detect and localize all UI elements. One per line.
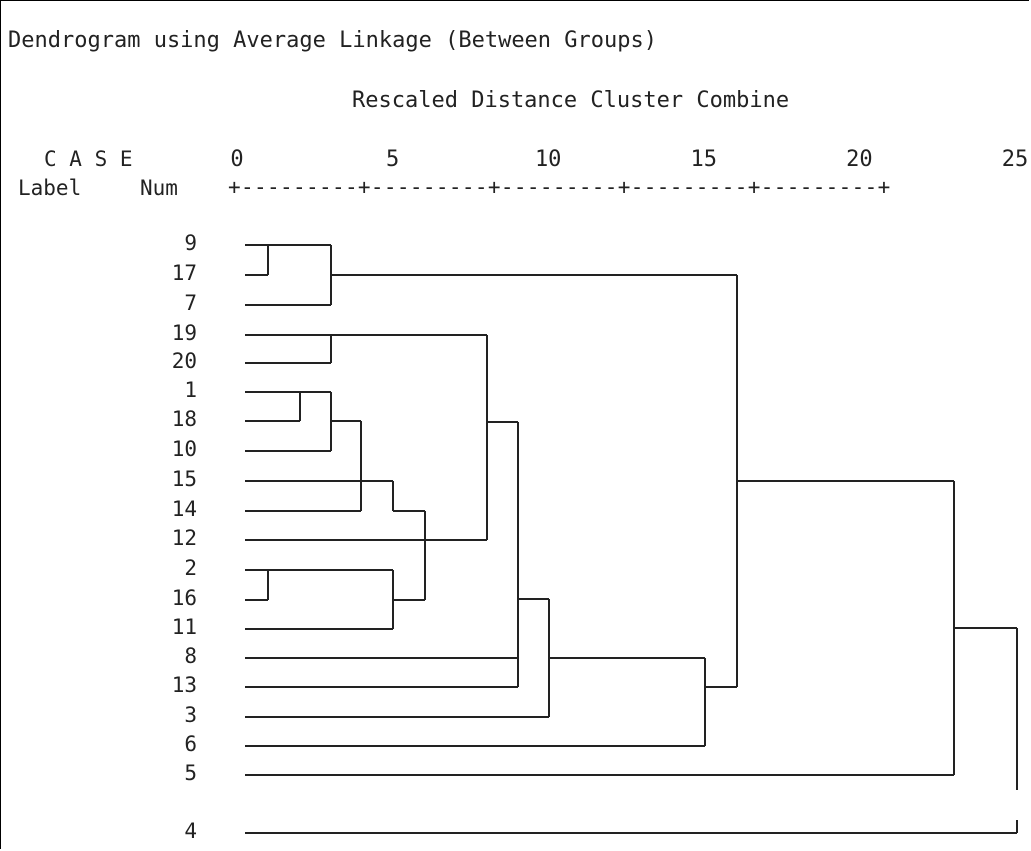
case-label: 8	[184, 644, 197, 668]
case-label: 12	[171, 526, 197, 550]
axis-tick-label: 0	[230, 147, 244, 172]
axis-rule: +---------+---------+---------+---------…	[228, 175, 891, 199]
case-label: 2	[184, 556, 197, 580]
case-label: 11	[171, 615, 197, 639]
case-label: 13	[171, 673, 197, 697]
axis-tick-label: 20	[846, 147, 873, 172]
case-label: 5	[184, 761, 197, 785]
case-label: 3	[184, 703, 197, 727]
case-header: C A S E	[44, 147, 133, 171]
case-label: 20	[171, 349, 197, 373]
case-label: 17	[171, 261, 197, 285]
case-label: 9	[184, 231, 197, 255]
axis-tick-label: 5	[385, 147, 400, 172]
case-label: 14	[171, 497, 197, 521]
dendrogram-title: Dendrogram using Average Linkage (Betwee…	[8, 28, 658, 53]
case-label: 16	[171, 586, 197, 610]
num-column-header: Num	[140, 176, 178, 200]
case-label: 6	[184, 732, 197, 756]
case-label: 7	[184, 291, 197, 315]
case-label: 18	[171, 407, 197, 431]
axis-tick-label: 25	[1001, 147, 1029, 172]
case-label: 10	[171, 437, 197, 461]
case-label: 1	[184, 378, 197, 402]
axis-tick-label: 10	[534, 147, 562, 172]
label-column-header: Label	[18, 176, 82, 200]
case-label: 15	[171, 467, 197, 491]
case-label: 19	[171, 321, 197, 345]
axis-tick-label: 15	[690, 147, 718, 172]
axis-title: Rescaled Distance Cluster Combine	[352, 88, 790, 113]
case-label: 4	[184, 819, 197, 843]
